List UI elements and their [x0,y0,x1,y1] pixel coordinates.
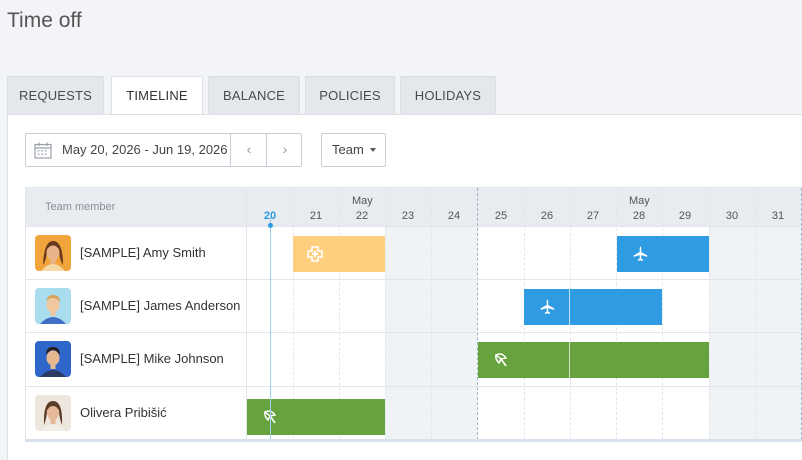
previous-period-button[interactable]: ‹ [230,134,267,166]
day-gridline [709,188,710,440]
day-gridline [385,188,386,440]
sick-leave-bar[interactable] [293,236,385,272]
airplane-icon [631,245,649,263]
member-name: [SAMPLE] James Anderson [80,298,241,313]
date-range-picker[interactable]: May 20, 2026 - Jun 19, 2026 ‹ › [25,133,302,167]
grid-bottom-border [26,439,802,442]
day-gridline [339,188,340,440]
member-row: [SAMPLE] James Anderson [26,279,802,333]
next-period-button[interactable]: › [266,134,303,166]
day-label: 29 [678,210,692,222]
today-marker-line [270,213,271,440]
member-row: [SAMPLE] Amy Smith [26,226,802,280]
day-separator [569,289,570,325]
day-label: 28 [632,210,646,222]
tab-holidays[interactable]: HOLIDAYS [400,76,496,114]
vacation-bar[interactable] [524,289,662,325]
calendar-icon [34,142,52,159]
avatar [35,235,71,271]
date-range-text: May 20, 2026 - Jun 19, 2026 [62,142,228,157]
timeline-grid: Team member May May 20 21 22 23 24 25 26… [25,187,802,442]
tab-policies[interactable]: POLICIES [305,76,395,114]
day-separator [569,342,570,378]
holiday-bar[interactable] [478,342,709,378]
member-name: Olivera Pribišić [80,405,167,420]
member-row: [SAMPLE] Mike Johnson [26,332,802,386]
tab-timeline[interactable]: TIMELINE [111,76,203,115]
day-label: 22 [355,210,369,222]
day-label: 24 [447,210,461,222]
group-by-select[interactable]: Team [321,133,386,167]
member-name: [SAMPLE] Mike Johnson [80,351,224,366]
medical-cross-icon [306,245,324,263]
day-gridline [293,188,294,440]
day-label: 21 [309,210,323,222]
day-label: 30 [725,210,739,222]
day-gridline [662,188,663,440]
day-gridline [431,188,432,440]
avatar [35,395,71,431]
page-title: Time off [7,9,82,32]
avatar [35,341,71,377]
day-label: 26 [540,210,554,222]
avatar [35,288,71,324]
week-divider [477,188,478,440]
vacation-bar[interactable] [617,236,709,272]
holiday-bar[interactable] [247,399,385,435]
group-by-value: Team [332,142,364,157]
beach-umbrella-icon [492,351,510,369]
today-marker-dot [268,223,273,228]
member-name: [SAMPLE] Amy Smith [80,245,206,260]
airplane-icon [538,298,556,316]
day-label: 23 [401,210,415,222]
caret-down-icon [370,148,376,152]
day-label: 27 [586,210,600,222]
day-label: 25 [494,210,508,222]
tab-requests[interactable]: REQUESTS [7,76,104,114]
month-label: May [629,195,650,207]
column-divider [246,188,247,440]
month-label: May [352,195,373,207]
member-row: Olivera Pribišić [26,386,802,440]
member-column-header: Team member [45,201,116,213]
day-gridline [755,188,756,440]
timeline-header: Team member May May 20 21 22 23 24 25 26… [26,188,802,226]
day-label: 31 [771,210,785,222]
tab-balance[interactable]: BALANCE [208,76,300,114]
